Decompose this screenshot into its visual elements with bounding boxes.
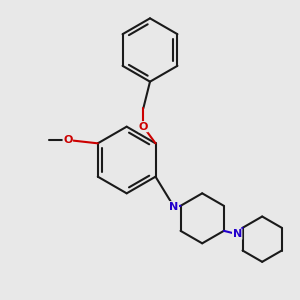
Text: N: N [169, 202, 178, 212]
Text: O: O [63, 135, 73, 145]
Text: O: O [139, 122, 148, 132]
Text: N: N [232, 229, 242, 239]
